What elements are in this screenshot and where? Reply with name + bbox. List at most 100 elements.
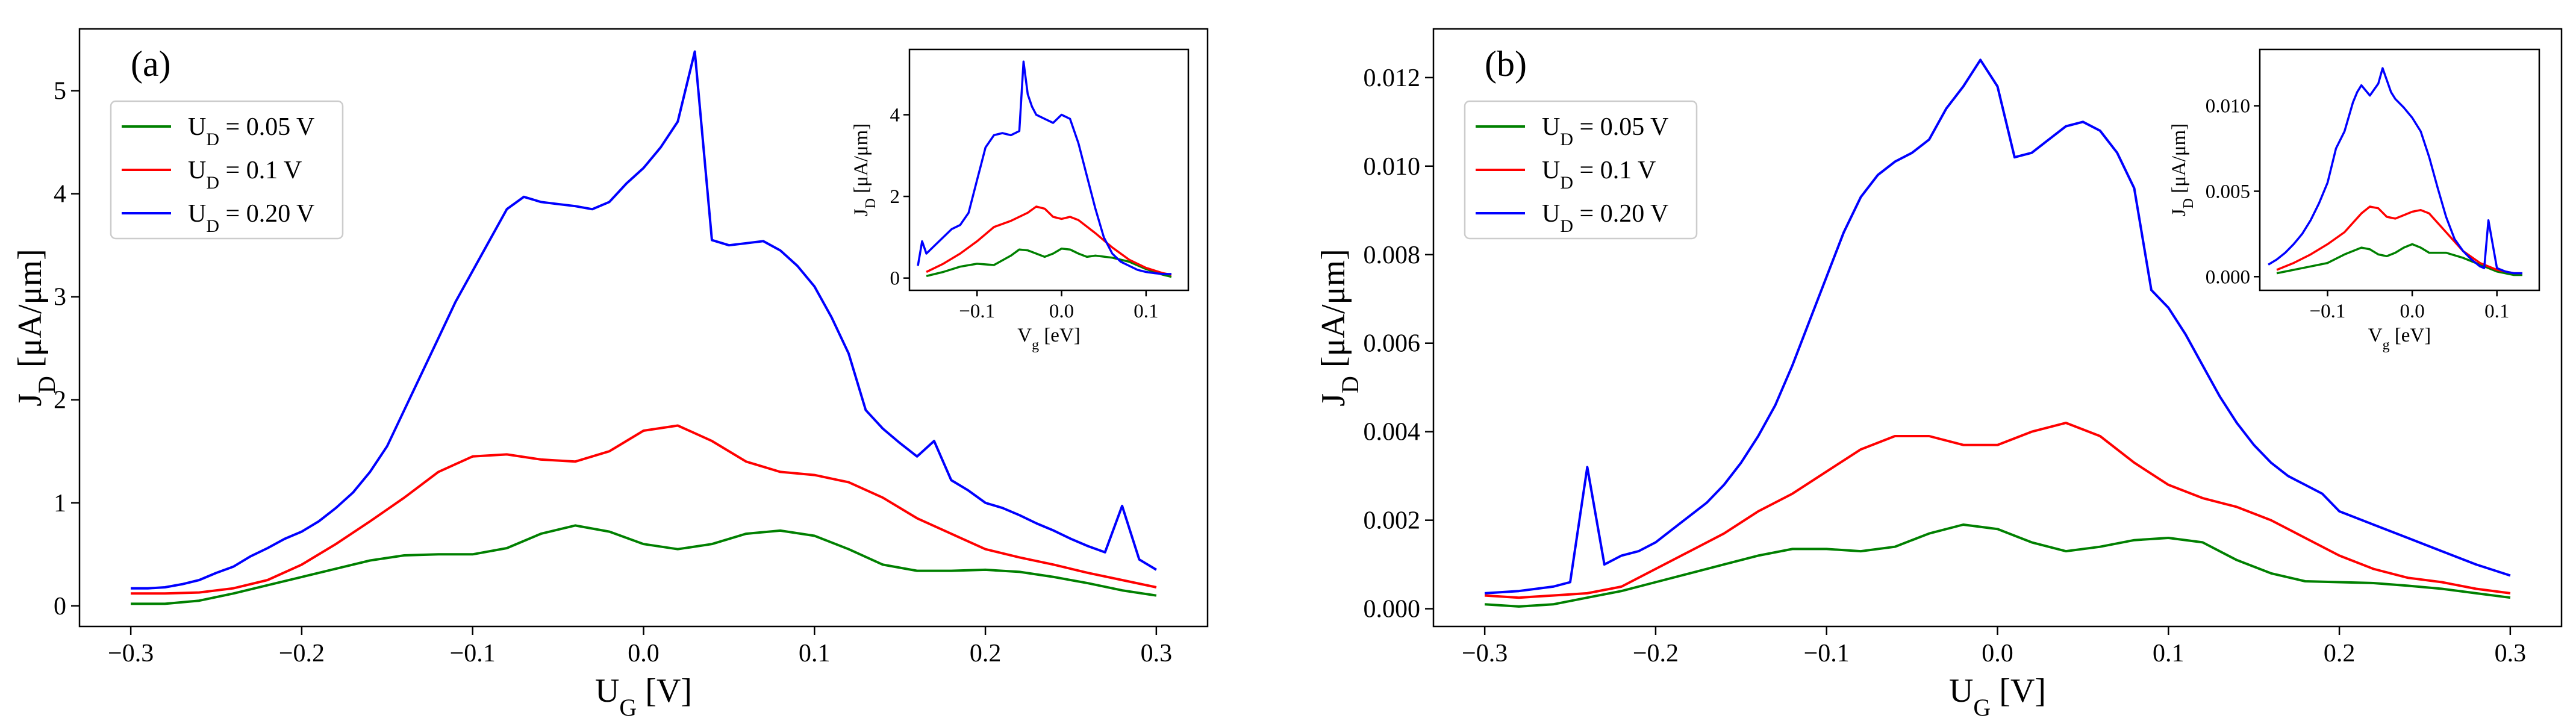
legend-label-prefix: U (1542, 200, 1560, 228)
inset-series-line-red (2276, 205, 2522, 275)
inset-y-tick-label: 2 (890, 186, 900, 208)
y-axis-label: JD [μA/μm] (1315, 249, 1364, 407)
inset-y-axis-label: JD [μA/μm] (2168, 123, 2197, 216)
inset-x-tick-label: −0.1 (2310, 301, 2346, 322)
x-tick-label: 0.0 (628, 640, 660, 667)
legend-label: UD = 0.20 V (188, 200, 314, 236)
y-tick-label: 0.010 (1364, 153, 1421, 181)
x-axis-label-sub: G (1973, 694, 1991, 718)
series-line-red (131, 424, 1157, 595)
series-line-blue (131, 50, 1157, 590)
y-tick-label: 0.000 (1364, 596, 1421, 623)
x-tick-label: 0.1 (799, 640, 831, 667)
series-line-green (1484, 523, 2511, 608)
inset-frame (2259, 48, 2540, 292)
legend-label-prefix: U (1542, 113, 1560, 141)
legend-frame (110, 100, 344, 240)
inset-background (2260, 49, 2539, 290)
x-tick-label: −0.3 (1462, 640, 1508, 667)
x-axis-label: UG [V] (1949, 672, 2046, 718)
x-axis-label-unit: [V] (637, 672, 692, 710)
legend-label-value: = 0.1 V (1573, 157, 1656, 184)
y-axis-label-sub: D (1336, 376, 1364, 393)
x-axis-label: UG [V] (595, 672, 692, 718)
x-tick-label: 0.2 (2324, 640, 2356, 667)
inset-series-line-blue (2268, 67, 2522, 275)
legend-label-sub: D (1560, 130, 1573, 149)
inset-y-tick-label: 4 (890, 104, 900, 126)
x-tick-label: 0.0 (1982, 640, 2013, 667)
inset-y-tick-label: 0.005 (2206, 181, 2250, 202)
x-tick-label: −0.2 (1633, 640, 1679, 667)
series-line-blue (1484, 58, 2511, 595)
inset-x-tick-label: 0.0 (1049, 301, 1074, 322)
inset-y-tick-label: 0.000 (2206, 266, 2250, 288)
legend-label-value: = 0.05 V (1573, 113, 1668, 141)
y-axis-label: JD [μA/μm] (11, 249, 60, 407)
x-axis-label-main: U (1949, 672, 1973, 710)
legend-label-sub: D (1560, 173, 1573, 193)
y-tick-label: 0.004 (1364, 419, 1421, 446)
legend-label-sub: D (206, 173, 219, 193)
legend-label-prefix: U (188, 157, 206, 184)
inset-x-axis-label-sub: g (2383, 337, 2390, 353)
x-tick-label: −0.2 (279, 640, 325, 667)
chart-panel-b: −0.3 −0.2 −0.1 0.0 0.1 0.2 0.3 0.000 0.002 0.004 0… (1315, 28, 2563, 718)
inset-y-axis-label: JD [μA/μm] (850, 123, 879, 216)
inset-x-axis-label: Vg [eV] (2368, 325, 2431, 353)
x-tick-label: 0.2 (970, 640, 1002, 667)
legend-label: UD = 0.05 V (188, 113, 314, 149)
legend-label: UD = 0.20 V (1542, 200, 1668, 236)
y-axis-label-unit: [μA/μm] (1315, 249, 1352, 376)
x-tick-label: 0.1 (2153, 640, 2185, 667)
series-line-red (1484, 422, 2511, 599)
inset-background (909, 49, 1188, 290)
x-tick-label: −0.1 (1804, 640, 1850, 667)
legend-label-value: = 0.20 V (1573, 200, 1668, 228)
inset-x-axis-label-main: V (2368, 325, 2383, 346)
inset-y-tick-label: 0.010 (2206, 96, 2250, 117)
inset-y-axis-label-main: J (2168, 208, 2190, 216)
inset-x-axis-label-unit: [eV] (2390, 325, 2431, 346)
y-tick-label: 2 (54, 387, 66, 414)
panel-label: (b) (1485, 44, 1527, 84)
inset-x-axis-label-unit: [eV] (1039, 325, 1081, 346)
inset-x-tick-label: 0.1 (2484, 301, 2509, 322)
inset-x-tick-label: 0.0 (2400, 301, 2424, 322)
inset-chart: −0.1 0.0 0.1 0.000 0.005 0.010 Vg [eV] JD [μA/μ… (2168, 48, 2540, 353)
legend-label: UD = 0.1 V (1542, 157, 1656, 193)
inset-x-axis-label-main: V (1017, 325, 1032, 346)
x-axis-label-sub: G (619, 694, 637, 718)
y-tick-label: 5 (54, 78, 66, 105)
legend-label-value: = 0.1 V (219, 157, 302, 184)
x-axis-label-main: U (595, 672, 619, 710)
y-tick-label: 4 (54, 181, 66, 208)
x-tick-label: 0.3 (1141, 640, 1173, 667)
legend-label-prefix: U (1542, 157, 1560, 184)
y-tick-label: 0.008 (1364, 242, 1421, 269)
inset-series-line-blue (917, 60, 1171, 275)
series-line-green (131, 524, 1157, 605)
x-tick-label: 0.3 (2495, 640, 2527, 667)
inset-frame (908, 48, 1190, 292)
inset-x-axis-label-sub: g (1032, 337, 1039, 353)
inset-y-axis-label-unit: [μA/μm] (2168, 123, 2190, 198)
legend-label: UD = 0.05 V (1542, 113, 1668, 149)
x-axis-label-unit: [V] (1991, 672, 2046, 710)
legend-label-prefix: U (188, 113, 206, 141)
legend: UD = 0.05 VUD = 0.1 VUD = 0.20 V (110, 100, 344, 240)
inset-y-tick-label: 0 (890, 268, 900, 290)
inset-series-line-red (926, 205, 1172, 276)
inset-y-axis-label-unit: [μA/μm] (850, 123, 872, 198)
inset-series-line-green (926, 248, 1172, 278)
legend-label-sub: D (1560, 216, 1573, 236)
inset-y-axis-label-sub: D (2181, 198, 2197, 208)
inset-y-axis-label-sub: D (863, 198, 879, 208)
x-tick-label: −0.1 (450, 640, 496, 667)
legend-frame (1464, 100, 1698, 240)
y-axis-label-main: J (11, 393, 49, 407)
inset-x-tick-label: 0.1 (1134, 301, 1158, 322)
legend-label: UD = 0.1 V (188, 157, 302, 193)
